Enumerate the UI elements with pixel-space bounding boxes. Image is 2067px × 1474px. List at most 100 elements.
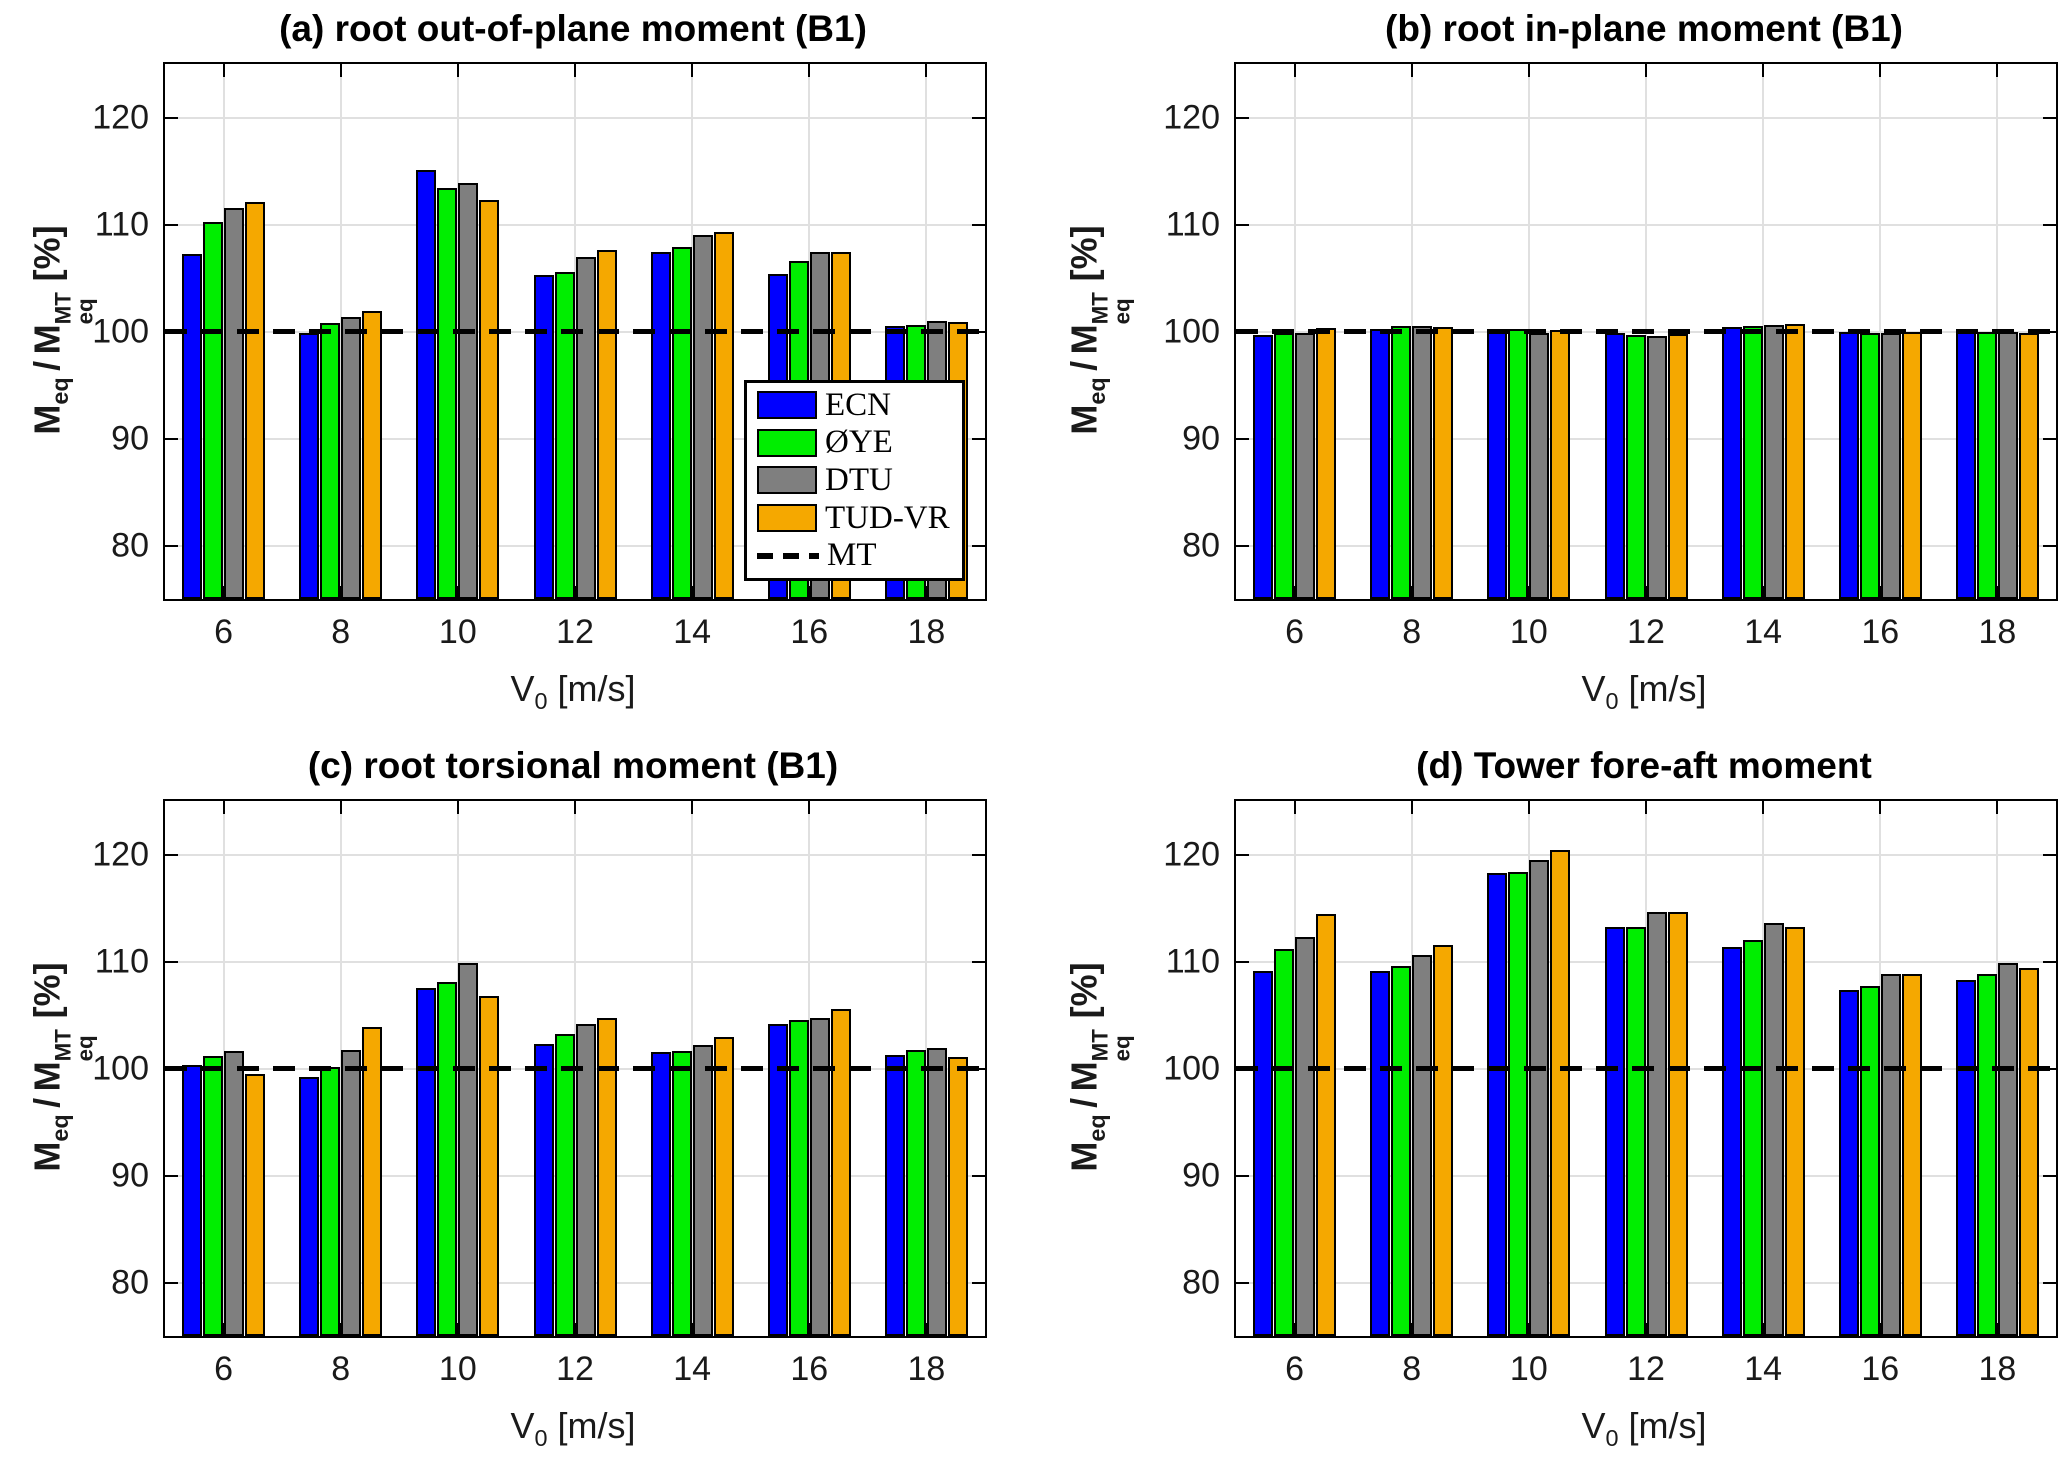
legend-label: ØYE (825, 424, 893, 461)
y-label-unit: [%] (26, 225, 68, 282)
bar-ØYE (203, 222, 224, 599)
x-tick-mark (456, 586, 459, 599)
y-tick-mark (2043, 116, 2056, 119)
x-tick-mark (1645, 1323, 1647, 1336)
x-tick-label: 6 (1285, 1350, 1305, 1388)
y-tick-mark (165, 960, 178, 963)
x-label-unit: [m/s] (557, 668, 636, 709)
bar-ØYE (1508, 329, 1529, 599)
y-tick-mark (972, 1174, 985, 1177)
mt-reference-line (1236, 329, 2056, 334)
x-tick-mark (808, 1323, 811, 1336)
legend-swatch-TUD-VR (757, 504, 817, 533)
bar-ECN (1487, 872, 1508, 1336)
plot-area: 80 90 100 110 120 6 8 10 12 14 16 18 (1163, 799, 2058, 1388)
x-tick-mark (222, 1323, 225, 1336)
bar-ØYE (437, 981, 458, 1336)
bar-DTU (1646, 912, 1667, 1336)
panel-root-in-plane: (b) root in-plane moment (B1) Meq/M MT eq[… (1034, 0, 2067, 737)
bar-DTU (1880, 332, 1901, 599)
x-tick-label: 10 (438, 613, 477, 651)
x-tick-label: 12 (556, 1350, 594, 1388)
y-label-m1-sub: eq (1083, 377, 1110, 405)
bar-TUD-VR (1433, 945, 1454, 1336)
y-label-m2-sub: eq (1110, 298, 1136, 325)
bar-ØYE (437, 188, 458, 599)
x-tick-mark (1410, 801, 1413, 814)
panel-title: (c) root torsional moment (B1) (307, 745, 839, 786)
bar-ØYE (1859, 332, 1880, 599)
panel-tower-fore-aft: (d) Tower fore-aft moment Meq/M MT eq [%] 8… (1034, 737, 2067, 1474)
x-tick-label: 18 (1978, 1350, 2017, 1388)
bar-DTU (809, 1018, 830, 1336)
legend-box: ECN ØYE DTU TUD-VR MT (744, 380, 965, 581)
x-tick-label: 18 (907, 613, 946, 651)
bar-TUD-VR (1901, 331, 1922, 599)
bar-DTU (926, 1048, 947, 1336)
y-tick-label: 80 (111, 1263, 149, 1301)
x-label-subscript: 0 (1605, 1425, 1619, 1452)
x-tick-mark (339, 64, 342, 77)
y-label-m2: M (1063, 1061, 1105, 1092)
bar-TUD-VR (1550, 850, 1571, 1336)
legend-swatch-ØYE (757, 428, 817, 457)
bar-ØYE (1742, 326, 1763, 599)
bar-DTU (341, 316, 362, 599)
x-tick-mark (339, 1323, 342, 1336)
y-axis-label: Meq/M MT eq [%] (27, 225, 98, 434)
y-tick-mark (165, 1174, 178, 1177)
bar-TUD-VR (1784, 927, 1805, 1336)
legend-label: DTU (825, 461, 893, 498)
x-tick-mark (339, 586, 342, 599)
y-tick-mark (972, 853, 985, 856)
y-tick-mark (972, 223, 985, 226)
x-tick-mark (1879, 1323, 1882, 1336)
y-tick-label: 110 (94, 205, 149, 243)
y-label-m2-scripts: MT eq (1088, 1029, 1135, 1061)
bar-ØYE (554, 271, 575, 599)
x-tick-label: 10 (438, 1350, 477, 1388)
y-label-m2-sup: MT (50, 1029, 76, 1062)
bar-ECN (1487, 329, 1508, 599)
y-tick-mark (1236, 544, 1249, 547)
y-tick-label: 90 (111, 1156, 149, 1194)
x-tick-mark (1879, 64, 1882, 77)
legend-row: MT (757, 537, 952, 574)
x-tick-label: 16 (790, 1350, 829, 1388)
x-tick-mark (1645, 586, 1647, 599)
bar-ECN (1253, 334, 1274, 599)
x-tick-label: 14 (1744, 1350, 1783, 1388)
x-tick-mark (1527, 586, 1530, 599)
bar-DTU (692, 1044, 713, 1336)
x-label-base: V (1581, 668, 1606, 709)
x-tick-mark (222, 64, 225, 77)
legend-row: ECN (757, 387, 952, 424)
x-tick-mark (1293, 801, 1296, 814)
bar-TUD-VR (2018, 967, 2039, 1336)
bar-DTU (1997, 331, 2018, 599)
x-tick-mark (691, 1323, 694, 1336)
x-tick-label: 16 (790, 613, 829, 651)
y-tick-label: 80 (1182, 526, 1220, 564)
x-tick-label: 10 (1509, 613, 1548, 651)
mt-reference-line (165, 329, 985, 334)
x-tick-label: 10 (1509, 1350, 1548, 1388)
y-tick-mark (1236, 1281, 1249, 1284)
bar-TUD-VR (479, 995, 500, 1336)
bar-ECN (182, 1065, 203, 1336)
y-tick-label: 90 (1182, 1156, 1220, 1194)
x-tick-mark (808, 64, 811, 77)
bar-TUD-VR (596, 250, 617, 599)
bar-ECN (1253, 971, 1274, 1336)
bar-ØYE (320, 322, 341, 599)
bar-ØYE (1508, 871, 1529, 1336)
x-tick-mark (1527, 1323, 1530, 1336)
bar-DTU (1295, 936, 1316, 1336)
x-tick-mark (456, 64, 459, 77)
y-tick-label: 100 (1163, 1049, 1220, 1087)
y-tick-mark (165, 853, 178, 856)
y-label-m2: M (1063, 324, 1105, 355)
x-label-base: V (510, 668, 535, 709)
y-label-m2-scripts: MT eq (1088, 292, 1136, 325)
x-tick-mark (574, 64, 576, 77)
